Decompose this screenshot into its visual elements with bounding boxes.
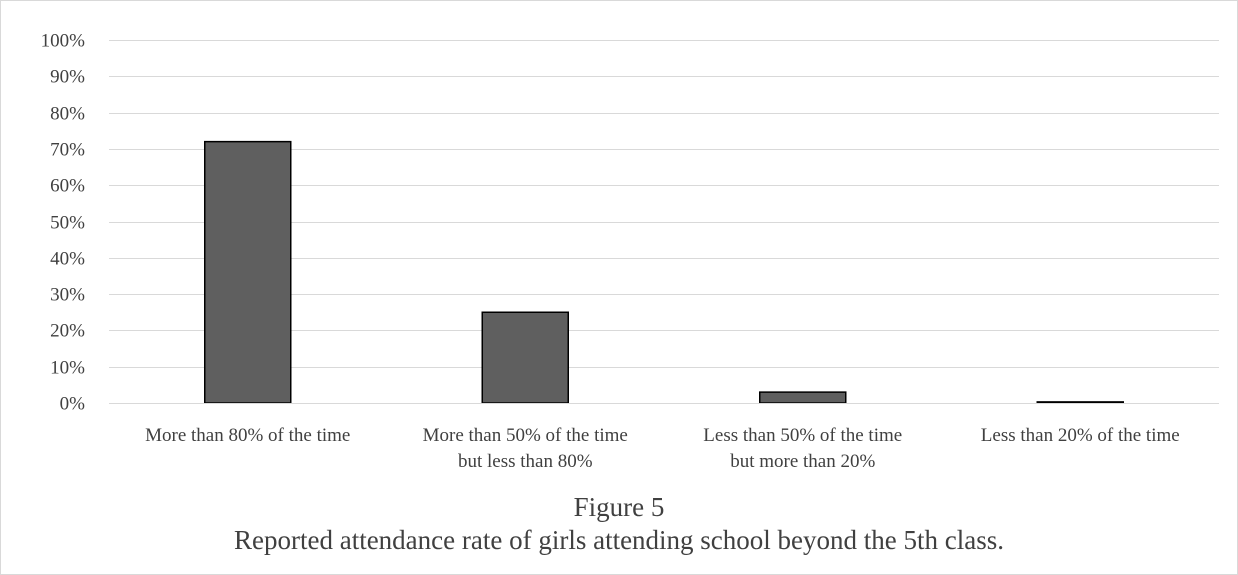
x-category-label-line: More than 50% of the time [423, 425, 628, 446]
bar [481, 311, 569, 404]
y-tick-label: 40% [50, 249, 85, 270]
y-tick-label: 90% [50, 67, 85, 88]
y-tick-label: 60% [50, 176, 85, 197]
x-category-label-line: Less than 20% of the time [981, 425, 1180, 446]
bar [759, 391, 847, 404]
y-tick-label: 70% [50, 140, 85, 161]
x-axis-category-labels: More than 80% of the time More than 50% o… [145, 425, 1180, 472]
x-category-label: Less than 20% of the time [981, 425, 1180, 446]
y-tick-label: 80% [50, 104, 85, 125]
bar-chart: 0% 10% 20% 30% 40% 50% 60% 70% 80% 90% 100% More t… [41, 31, 1219, 472]
figure-number: Figure 5 [573, 492, 665, 522]
x-category-label: More than 80% of the time [145, 425, 350, 446]
y-tick-label: 0% [60, 394, 86, 415]
x-category-label-line: Less than 50% of the time [703, 425, 902, 446]
bar [204, 140, 292, 404]
y-tick-label: 20% [50, 321, 85, 342]
y-tick-label: 30% [50, 285, 85, 306]
x-category-label: Less than 50% of the time but more than 2… [703, 425, 902, 472]
x-category-label: More than 50% of the time but less than 8… [423, 425, 628, 472]
figure-caption: Figure 5 Reported attendance rate of gir… [1, 491, 1237, 557]
x-category-label-line: but more than 20% [730, 451, 875, 472]
y-tick-label: 100% [41, 31, 86, 52]
y-tick-label: 10% [50, 358, 85, 379]
figure-caption-text: Reported attendance rate of girls attend… [233, 525, 1004, 555]
x-category-label-line: but less than 80% [458, 451, 593, 472]
y-axis-tick-labels: 0% 10% 20% 30% 40% 50% 60% 70% 80% 90% 100% [41, 31, 86, 415]
gridlines [109, 40, 1219, 368]
bars [204, 140, 1124, 404]
bar [1036, 401, 1124, 404]
x-category-label-line: More than 80% of the time [145, 425, 350, 446]
y-tick-label: 50% [50, 213, 85, 234]
